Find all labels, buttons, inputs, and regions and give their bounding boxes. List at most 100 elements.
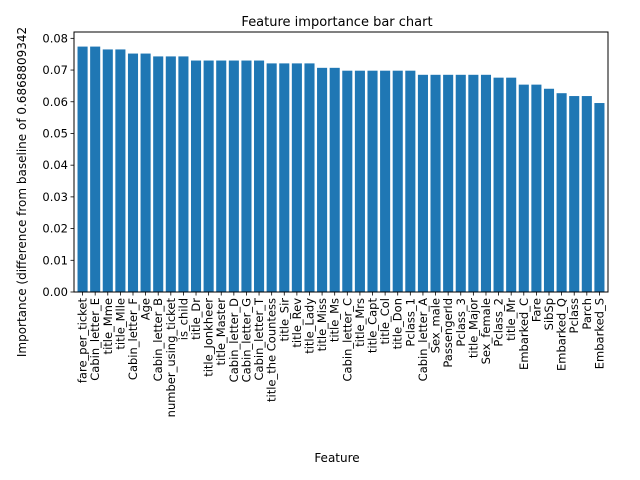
x-tick-label: Cabin_letter_B (151, 298, 165, 381)
y-tick-label: 0.05 (42, 126, 68, 140)
x-tick-label: Pclass_1 (403, 298, 417, 347)
bar-title_Miss (317, 67, 328, 292)
x-tick-label: title_Mme (101, 298, 115, 354)
x-tick-label: Sex_male (429, 298, 443, 353)
bar-Fare (531, 84, 542, 292)
bar-Age (140, 53, 151, 292)
bar-Cabin_letter_A (417, 74, 428, 293)
x-axis: fare_per_ticketCabin_letter_Etitle_Mmeti… (76, 292, 606, 418)
x-tick-label: title_Mr (504, 298, 518, 341)
x-tick-label: title_Miss (315, 298, 329, 351)
bar-title_Dr (190, 60, 202, 292)
bar-title_Lady (304, 63, 315, 292)
x-tick-label: title_Jonkheer (202, 298, 216, 377)
x-tick-label: title_Sir (277, 298, 291, 342)
x-tick-label: Pclass_3 (454, 298, 468, 347)
bar-title_Rev (291, 63, 302, 292)
x-tick-label: title_Mlle (113, 298, 127, 350)
bar-Sex_female (480, 74, 492, 293)
x-tick-label: title_Mrs (353, 298, 367, 347)
x-tick-label: is_child (176, 298, 190, 340)
x-tick-label: Cabin_letter_A (416, 298, 430, 381)
x-tick-label: Cabin_letter_D (227, 298, 241, 382)
y-tick-label: 0.04 (42, 158, 68, 172)
bar-title_Master (216, 60, 227, 292)
x-tick-label: number_using_ticket (164, 298, 178, 418)
x-tick-label: title_Lady (302, 298, 316, 354)
bar-title_Mlle (115, 49, 126, 292)
bar-Cabin_letter_T (254, 60, 265, 292)
x-tick-label: title_Col (378, 298, 392, 345)
y-tick-label: 0.02 (42, 222, 68, 236)
x-tick-label: Pclass_2 (492, 298, 506, 347)
x-tick-label: Embarked_C (517, 298, 531, 370)
y-tick-label: 0.03 (42, 190, 68, 204)
bar-Cabin_letter_E (90, 46, 101, 293)
bars-group (77, 46, 605, 293)
bar-Cabin_letter_D (228, 60, 239, 292)
bar-Cabin_letter_C (342, 70, 353, 293)
x-tick-label: Fare (529, 298, 543, 322)
bar-title_Don (392, 70, 403, 293)
x-tick-label: title_Don (391, 298, 405, 349)
x-tick-label: title_Major (466, 298, 480, 358)
bar-Cabin_letter_F (127, 53, 139, 292)
y-tick-label: 0.06 (42, 95, 68, 109)
bar-title_Mme (102, 49, 113, 292)
y-tick-label: 0.01 (42, 253, 68, 267)
x-tick-label: Embarked_S (592, 298, 606, 369)
x-tick-label: Age (139, 298, 153, 320)
bar-Pclass (569, 96, 580, 292)
x-tick-label: Cabin_letter_C (340, 298, 354, 381)
y-tick-label: 0.07 (42, 63, 68, 77)
bar-title_Major (468, 74, 479, 293)
bar-Cabin_letter_G (241, 60, 252, 292)
bar-fare_per_ticket (77, 46, 88, 293)
bar-title_Mrs (354, 70, 365, 293)
x-tick-label: Cabin_letter_T (252, 297, 266, 380)
bar-title_Ms (329, 67, 340, 292)
x-tick-label: fare_per_ticket (76, 298, 90, 384)
y-axis: 0.00 0.01 0.02 0.03 0.04 0.05 0.06 0.07 0.08 (42, 31, 74, 299)
bar-Pclass_3 (455, 74, 466, 293)
x-tick-label: PassengerId (441, 298, 455, 368)
bar-is_child (178, 56, 189, 292)
x-tick-label: title_Rev (290, 298, 304, 348)
bar-Pclass_2 (493, 77, 504, 292)
bar-Embarked_C (518, 84, 529, 292)
x-tick-label: title_Dr (189, 298, 203, 340)
bar-Embarked_S (594, 103, 605, 293)
bar-Sex_male (430, 74, 441, 293)
bar-title_Capt (367, 70, 378, 293)
y-tick-label: 0.08 (42, 31, 68, 45)
x-tick-label: title_Capt (366, 298, 380, 354)
bar-Parch (581, 96, 592, 292)
x-tick-label: title_Ms (328, 298, 342, 342)
bar-title_the Countess (266, 63, 277, 292)
bar-Pclass_1 (405, 70, 416, 293)
plot-frame (73, 31, 609, 293)
x-tick-label: Parch (580, 298, 594, 330)
y-axis-label: Importance (difference from baseline of … (15, 27, 29, 357)
x-tick-label: SibSp (542, 298, 556, 330)
x-tick-label: Cabin_letter_G (239, 298, 253, 382)
bar-title_Jonkheer (203, 60, 214, 292)
bar-title_Sir (279, 63, 290, 292)
x-tick-label: Cabin_letter_E (88, 298, 102, 381)
bar-Cabin_letter_B (153, 56, 164, 292)
x-tick-label: title_the Countess (265, 298, 279, 402)
x-tick-label: title_Master (214, 298, 228, 366)
bar-number_using_ticket (165, 56, 176, 292)
x-axis-label: Feature (314, 451, 359, 465)
x-tick-label: Sex_female (479, 298, 493, 364)
x-tick-label: Embarked_Q (555, 298, 569, 371)
bar-Embarked_Q (556, 93, 567, 292)
x-tick-label: Cabin_letter_F (126, 298, 140, 380)
y-tick-label: 0.00 (42, 285, 68, 299)
bar-title_Mr (506, 77, 517, 292)
x-tick-label: Pclass (567, 298, 581, 333)
bar-PassengerId (443, 74, 454, 293)
bar-SibSp (543, 88, 555, 292)
bar-title_Col (380, 70, 391, 293)
